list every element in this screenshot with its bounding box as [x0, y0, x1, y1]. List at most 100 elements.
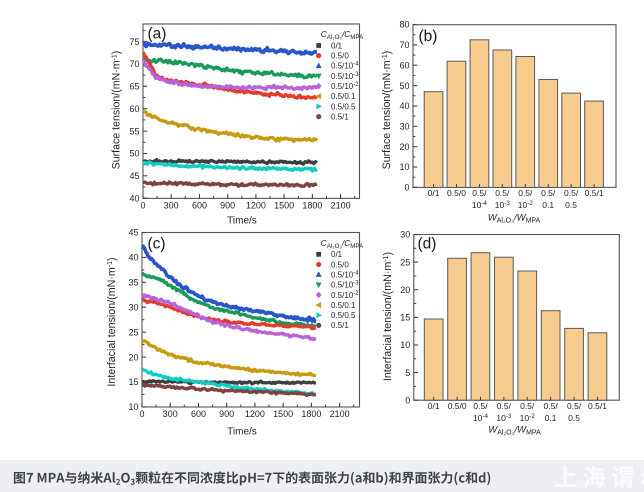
svg-text:1500: 1500 [273, 409, 293, 419]
svg-text:0.1: 0.1 [545, 413, 557, 423]
svg-text:40: 40 [399, 101, 409, 111]
svg-text:0.5/10-4: 0.5/10-4 [331, 271, 359, 280]
svg-text:0.5/: 0.5/ [567, 401, 582, 411]
svg-text:0: 0 [140, 200, 145, 210]
svg-text:5: 5 [405, 368, 410, 378]
svg-text:10-4: 10-4 [472, 199, 488, 210]
svg-text:Time/s: Time/s [227, 427, 257, 438]
svg-text:Surface tension/(mN·m-1): Surface tension/(mN·m-1) [111, 51, 123, 170]
svg-text:0.5/0: 0.5/0 [331, 260, 349, 269]
svg-text:10-3: 10-3 [495, 199, 511, 210]
svg-text:30: 30 [128, 302, 138, 312]
svg-text:0.5/0: 0.5/0 [447, 188, 466, 198]
svg-text:0.5/0.1: 0.5/0.1 [331, 92, 356, 101]
svg-text:0.5/1: 0.5/1 [331, 112, 349, 121]
svg-text:25: 25 [400, 257, 410, 267]
svg-text:40: 40 [129, 193, 139, 203]
svg-text:10-4: 10-4 [473, 412, 489, 423]
svg-text:0.5/0.5: 0.5/0.5 [331, 102, 356, 111]
svg-text:70: 70 [399, 40, 409, 50]
svg-text:0.5/10-2: 0.5/10-2 [331, 82, 359, 91]
svg-text:0/1: 0/1 [428, 188, 440, 198]
svg-text:0.5: 0.5 [565, 200, 577, 210]
svg-text:2100: 2100 [330, 409, 350, 419]
svg-text:0.5/: 0.5/ [541, 188, 556, 198]
svg-text:0.5/: 0.5/ [544, 401, 559, 411]
svg-text:10-3: 10-3 [496, 412, 512, 423]
svg-text:900: 900 [219, 409, 234, 419]
svg-text:0.5/10-3: 0.5/10-3 [331, 72, 359, 81]
svg-text:20: 20 [399, 142, 409, 152]
svg-text:0/1: 0/1 [428, 401, 440, 411]
svg-text:0.5/10-3: 0.5/10-3 [331, 281, 359, 290]
svg-text:20: 20 [128, 352, 138, 362]
svg-text:1800: 1800 [302, 200, 322, 210]
svg-text:0.5/: 0.5/ [497, 401, 512, 411]
svg-text:300: 300 [164, 200, 179, 210]
svg-text:30: 30 [399, 122, 409, 132]
svg-text:0/1: 0/1 [331, 41, 343, 50]
svg-text:0.5/1: 0.5/1 [331, 321, 349, 330]
svg-text:60: 60 [129, 104, 139, 114]
svg-text:0.1: 0.1 [542, 200, 554, 210]
svg-text:10: 10 [128, 402, 138, 412]
svg-text:0.5/: 0.5/ [495, 188, 510, 198]
svg-text:0: 0 [139, 409, 144, 419]
svg-text:0.5/: 0.5/ [472, 188, 487, 198]
svg-text:Time/s: Time/s [227, 216, 257, 227]
svg-text:0.5/1: 0.5/1 [585, 188, 604, 198]
svg-text:0.5/: 0.5/ [473, 401, 488, 411]
svg-text:15: 15 [400, 313, 410, 323]
svg-text:0.5/0: 0.5/0 [448, 401, 467, 411]
svg-text:0.5/0.1: 0.5/0.1 [331, 301, 356, 310]
svg-text:0/1: 0/1 [331, 250, 343, 259]
svg-text:1200: 1200 [246, 200, 266, 210]
svg-text:0.5/: 0.5/ [520, 401, 535, 411]
svg-text:30: 30 [400, 230, 410, 240]
svg-text:600: 600 [191, 409, 206, 419]
svg-text:45: 45 [129, 171, 139, 181]
svg-text:300: 300 [163, 409, 178, 419]
svg-text:0: 0 [405, 395, 410, 405]
svg-text:15: 15 [128, 377, 138, 387]
svg-text:1800: 1800 [301, 409, 321, 419]
svg-text:1500: 1500 [274, 200, 294, 210]
svg-text:0.5/10-4: 0.5/10-4 [331, 62, 359, 71]
svg-text:75: 75 [129, 37, 139, 47]
svg-text:0.5/10-2: 0.5/10-2 [331, 291, 359, 300]
svg-text:10: 10 [400, 340, 410, 350]
svg-text:0.5/0.5: 0.5/0.5 [331, 311, 356, 320]
svg-text:10-2: 10-2 [518, 199, 534, 210]
svg-text:0.5: 0.5 [568, 413, 580, 423]
svg-text:Surface tension/(mN·m-1): Surface tension/(mN·m-1) [381, 51, 393, 170]
svg-text:0.5/1: 0.5/1 [588, 401, 607, 411]
svg-text:45: 45 [128, 228, 138, 238]
svg-text:60: 60 [399, 60, 409, 70]
svg-text:Interfacial tension/(mN·m-1): Interfacial tension/(mN·m-1) [382, 252, 394, 381]
svg-text:25: 25 [128, 327, 138, 337]
svg-text:(c): (c) [148, 236, 166, 253]
svg-text:80: 80 [399, 20, 409, 30]
svg-text:10: 10 [399, 162, 409, 172]
svg-text:900: 900 [220, 200, 235, 210]
svg-text:0.5/: 0.5/ [518, 188, 533, 198]
svg-text:70: 70 [129, 59, 139, 69]
svg-text:(b): (b) [419, 28, 438, 45]
svg-text:600: 600 [192, 200, 207, 210]
svg-text:65: 65 [129, 82, 139, 92]
svg-text:(a): (a) [148, 26, 167, 43]
svg-text:2100: 2100 [331, 200, 351, 210]
svg-text:0.5/0: 0.5/0 [331, 52, 349, 61]
svg-text:Interfacial tension/(mN·m-1): Interfacial tension/(mN·m-1) [106, 257, 118, 386]
svg-text:0: 0 [404, 183, 409, 193]
svg-text:55: 55 [129, 126, 139, 136]
svg-text:50: 50 [399, 81, 409, 91]
svg-text:50: 50 [129, 149, 139, 159]
svg-text:(d): (d) [418, 236, 437, 253]
svg-text:1200: 1200 [245, 409, 265, 419]
svg-text:10-2: 10-2 [520, 412, 536, 423]
svg-text:0.5/: 0.5/ [564, 188, 579, 198]
svg-text:35: 35 [128, 278, 138, 288]
svg-text:20: 20 [400, 285, 410, 295]
svg-text:40: 40 [128, 253, 138, 263]
